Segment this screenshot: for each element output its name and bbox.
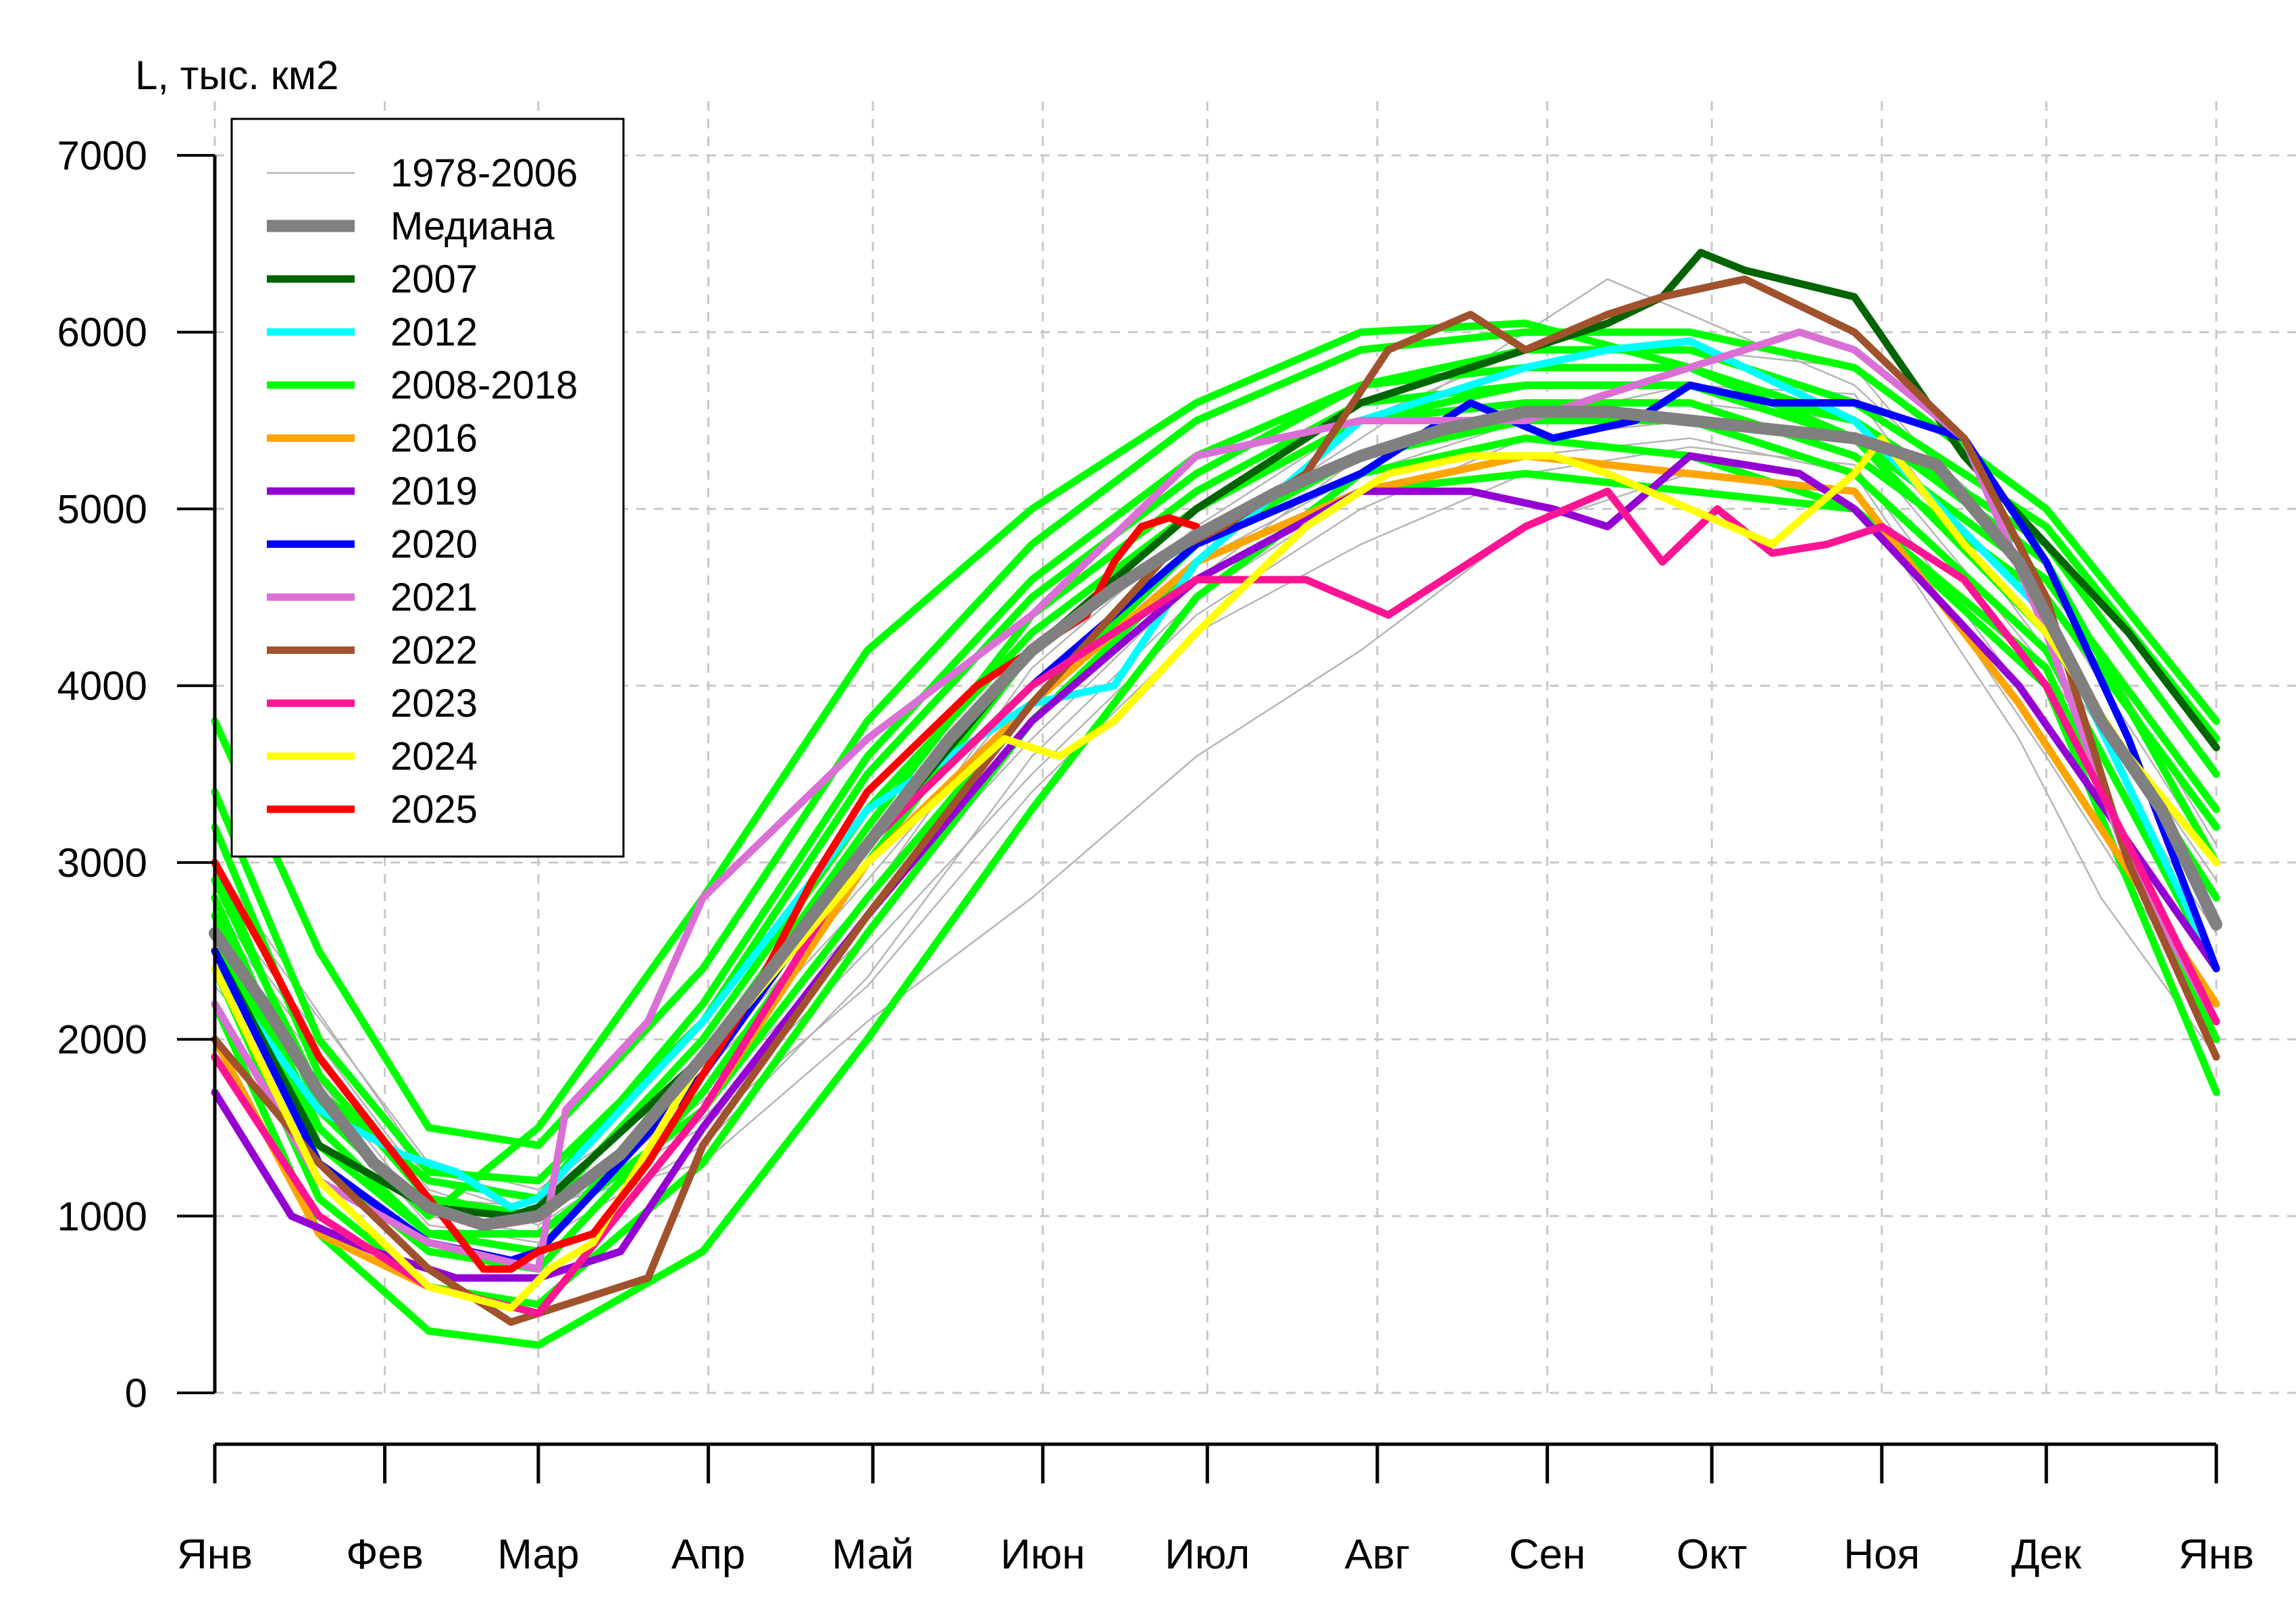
x-tick-label: Янв — [2178, 1531, 2254, 1578]
y-tick-label: 6000 — [57, 310, 147, 355]
y-tick-label: 7000 — [57, 133, 147, 178]
x-tick-label: Фев — [346, 1531, 424, 1578]
x-tick-label: Окт — [1677, 1531, 1747, 1578]
series-line-2008-2018 — [211, 320, 2220, 1220]
x-ticks: Янв Фев Мар Апр Май Июн Июл Авг Сен Окт Ноя Дек Янв — [177, 1444, 2254, 1578]
y-axis-label: L, тыс. км2 — [135, 53, 339, 98]
legend-label: 2025 — [390, 788, 478, 832]
legend-label: Медиана — [390, 205, 555, 249]
x-tick-label: Янв — [177, 1531, 253, 1578]
x-tick-label: Ноя — [1843, 1531, 1920, 1578]
legend-label: 1978-2006 — [390, 151, 578, 195]
legend-label: 2022 — [390, 629, 478, 673]
y-tick-label: 1000 — [57, 1194, 147, 1239]
legend-label: 2016 — [390, 417, 478, 461]
legend-items: 1978-2006 Медиана 2007 2012 2008-2018 2016 201… — [267, 151, 578, 832]
legend: 1978-2006 Медиана 2007 2012 2008-2018 2016 201… — [230, 118, 625, 858]
series-line-2024 — [211, 434, 2220, 1312]
y-tick-label: 3000 — [57, 840, 147, 886]
x-tick-label: Апр — [671, 1531, 745, 1578]
legend-label: 2012 — [390, 311, 478, 355]
legend-label: 2008-2018 — [390, 363, 578, 407]
x-tick-label: Июн — [1000, 1531, 1085, 1578]
x-tick-label: Май — [832, 1531, 913, 1578]
legend-label: 2021 — [390, 576, 478, 619]
legend-label: 2007 — [390, 257, 478, 301]
legend-label: 2020 — [390, 523, 478, 567]
y-tick-label: 2000 — [57, 1017, 147, 1063]
legend-label: 2024 — [390, 735, 478, 779]
series-line-2008-2018 — [211, 346, 2220, 1202]
y-tick-label: 4000 — [57, 663, 147, 709]
y-tick-label: 5000 — [57, 486, 147, 532]
series-lines — [209, 249, 2222, 1349]
legend-label: 2023 — [390, 682, 478, 725]
series-line-Медиана — [209, 405, 2222, 1231]
x-tick-label: Мар — [497, 1531, 579, 1578]
x-tick-label: Сен — [1509, 1531, 1586, 1578]
series-line-2008-2018 — [211, 328, 2220, 1150]
series-line-2008-2018 — [211, 381, 2220, 1256]
series-line-2012 — [211, 337, 2220, 1211]
x-tick-label: Июл — [1165, 1531, 1250, 1578]
y-ticks: 0 1000 2000 3000 4000 5000 6000 7000 — [57, 133, 215, 1416]
y-tick-label: 0 — [125, 1371, 147, 1416]
series-line-2023 — [211, 487, 2220, 1317]
x-tick-label: Дек — [2012, 1531, 2082, 1578]
legend-label: 2019 — [390, 469, 478, 513]
x-tick-label: Авг — [1345, 1531, 1410, 1578]
